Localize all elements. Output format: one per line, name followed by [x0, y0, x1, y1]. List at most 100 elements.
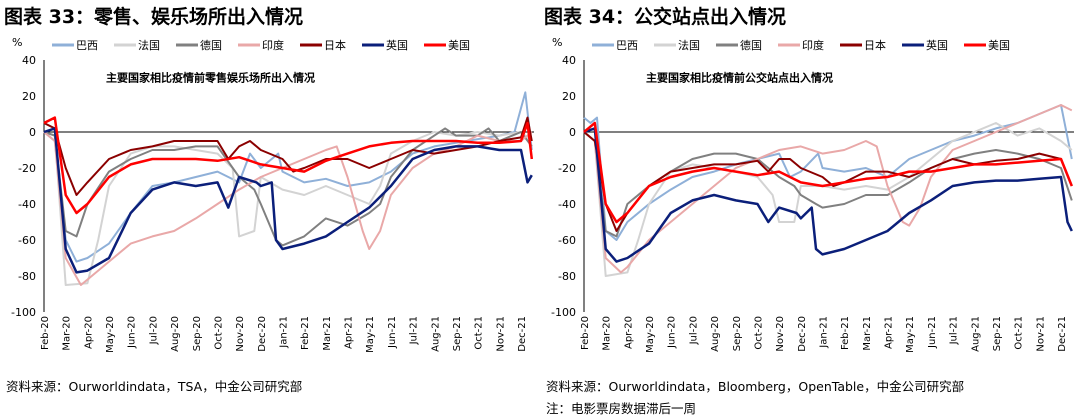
x-tick-label: May-20: [645, 316, 656, 353]
x-tick-label: Dec-21: [517, 316, 528, 352]
y-tick-label: 0: [569, 126, 576, 139]
legend-entry: 日本: [864, 38, 886, 52]
x-tick-label: Jun-20: [127, 316, 138, 349]
x-tick-label: Feb-21: [840, 316, 851, 350]
x-tick-label: Sep-20: [732, 316, 743, 351]
legend-entry: 印度: [802, 38, 824, 52]
y-tick-label: -80: [18, 270, 36, 283]
y-tick-label: 0: [29, 126, 36, 139]
y-tick-label: -20: [18, 162, 36, 175]
series-line: [43, 131, 533, 286]
x-tick-label: Nov-21: [495, 316, 506, 352]
y-tick-label: -60: [18, 234, 36, 247]
x-tick-label: Mar-20: [62, 316, 73, 351]
legend-entry: 巴西: [616, 39, 638, 52]
y-tick-label: -20: [558, 162, 576, 175]
series-line: [583, 131, 1073, 238]
source-note: 资料来源：Ourworldindata，Bloomberg，OpenTable，…: [546, 379, 965, 394]
legend-entry: 法国: [138, 38, 160, 52]
y-tick-label: 20: [22, 90, 36, 103]
series-line: [43, 127, 533, 274]
y-tick-label: -100: [551, 306, 576, 319]
series-line: [583, 104, 1073, 274]
x-tick-label: Nov-21: [1035, 316, 1046, 352]
x-tick-label: Jul-20: [688, 316, 699, 345]
series-line: [43, 116, 533, 196]
x-tick-label: Oct-20: [753, 316, 764, 350]
legend-entry: 德国: [740, 38, 762, 52]
source-note: 资料来源：Ourworldindata，TSA，中金公司研究部: [6, 379, 303, 394]
legend-entry: 德国: [200, 38, 222, 52]
footnote: 注：电影票房数据滞后一周: [546, 401, 697, 416]
x-tick-label: Apr-20: [623, 316, 634, 349]
x-tick-label: Jun-21: [387, 316, 398, 349]
x-tick-label: Dec-20: [797, 316, 808, 352]
x-tick-label: Feb-20: [580, 316, 591, 350]
x-tick-label: Oct-20: [213, 316, 224, 350]
legend-entry: 美国: [988, 39, 1010, 52]
x-tick-label: May-21: [905, 316, 916, 353]
x-tick-label: Mar-21: [322, 316, 333, 351]
chart-inner-title: 主要国家相比疫情前公交站点出入情况: [646, 71, 833, 85]
y-tick-label: 20: [562, 90, 576, 103]
x-tick-label: Feb-21: [300, 316, 311, 350]
x-tick-label: Sep-21: [452, 316, 463, 351]
figure-title: 图表 34：公交站点出入情况: [544, 6, 787, 28]
series-line: [43, 116, 534, 215]
x-tick-label: Aug-20: [170, 316, 181, 352]
transit-stations-chart: % -100 -80 -60 -40 -20 0 20 40 Feb-20 Mar-20 Apr-20…: [551, 36, 1074, 353]
x-tick-label: Sep-20: [192, 316, 203, 351]
x-tick-label: May-21: [365, 316, 376, 353]
y-axis-label: %: [12, 36, 22, 49]
x-tick-label: Apr-21: [884, 316, 895, 349]
series-line: [583, 127, 1073, 263]
legend-entry: 英国: [386, 38, 408, 52]
y-axis-label: %: [552, 36, 562, 49]
legend-entry: 巴西: [76, 39, 98, 52]
figure-title: 图表 33：零售、娱乐场所出入情况: [4, 6, 304, 28]
x-tick-label: May-20: [105, 316, 116, 353]
legend-entry: 日本: [324, 38, 346, 52]
x-tick-label: Jan-21: [278, 316, 289, 349]
y-tick-label: -60: [558, 234, 576, 247]
chart-inner-title: 主要国家相比疫情前零售娱乐场所出入情况: [106, 71, 315, 85]
x-tick-label: Feb-20: [40, 316, 51, 350]
x-tick-label: Dec-20: [257, 316, 268, 352]
legend-entry: 美国: [448, 39, 470, 52]
chart-panel-transit: 图表 34：公交站点出入情况 % -100 -80 -60 -40 -20 0 20 40 Feb…: [540, 0, 1080, 419]
x-tick-label: Aug-21: [430, 316, 441, 352]
x-tick-label: Jun-21: [927, 316, 938, 349]
x-tick-label: Nov-20: [235, 316, 246, 352]
x-tick-label: Apr-21: [344, 316, 355, 349]
legend-entry: 法国: [678, 38, 700, 52]
x-tick-label: Apr-20: [83, 316, 94, 349]
x-tick-label: Mar-21: [862, 316, 873, 351]
y-tick-label: -100: [11, 306, 36, 319]
y-tick-label: -40: [18, 198, 36, 211]
x-tick-label: Nov-20: [775, 316, 786, 352]
x-tick-label: Sep-21: [992, 316, 1003, 351]
y-tick-label: 40: [562, 54, 576, 67]
legend-entry: 英国: [926, 38, 948, 52]
x-tick-label: Mar-20: [602, 316, 613, 351]
x-tick-label: Oct-21: [474, 316, 485, 350]
x-tick-label: Oct-21: [1014, 316, 1025, 350]
x-tick-label: Jul-20: [148, 316, 159, 345]
x-tick-label: Jun-20: [667, 316, 678, 349]
x-tick-label: Aug-21: [970, 316, 981, 352]
series-line: [43, 127, 533, 247]
series-line: [583, 104, 1073, 241]
x-tick-label: Dec-21: [1057, 316, 1068, 352]
series-line: [583, 121, 1073, 224]
series-line: [583, 122, 1073, 277]
chart-panel-retail: 图表 33：零售、娱乐场所出入情况 % -100 -80 -60 -40 -20 0 20 40…: [4, 6, 534, 394]
series-line: [43, 91, 533, 263]
retail-recreation-chart: % -100 -80 -60 -40 -20 0 20 40 Feb-20 Mar-20 Apr-20…: [11, 36, 534, 353]
y-tick-label: -80: [558, 270, 576, 283]
y-tick-label: 40: [22, 54, 36, 67]
x-tick-label: Jan-21: [818, 316, 829, 349]
legend-entry: 印度: [262, 38, 284, 52]
y-tick-label: -40: [558, 198, 576, 211]
x-tick-label: Aug-20: [710, 316, 721, 352]
x-tick-label: Jul-21: [409, 316, 420, 345]
